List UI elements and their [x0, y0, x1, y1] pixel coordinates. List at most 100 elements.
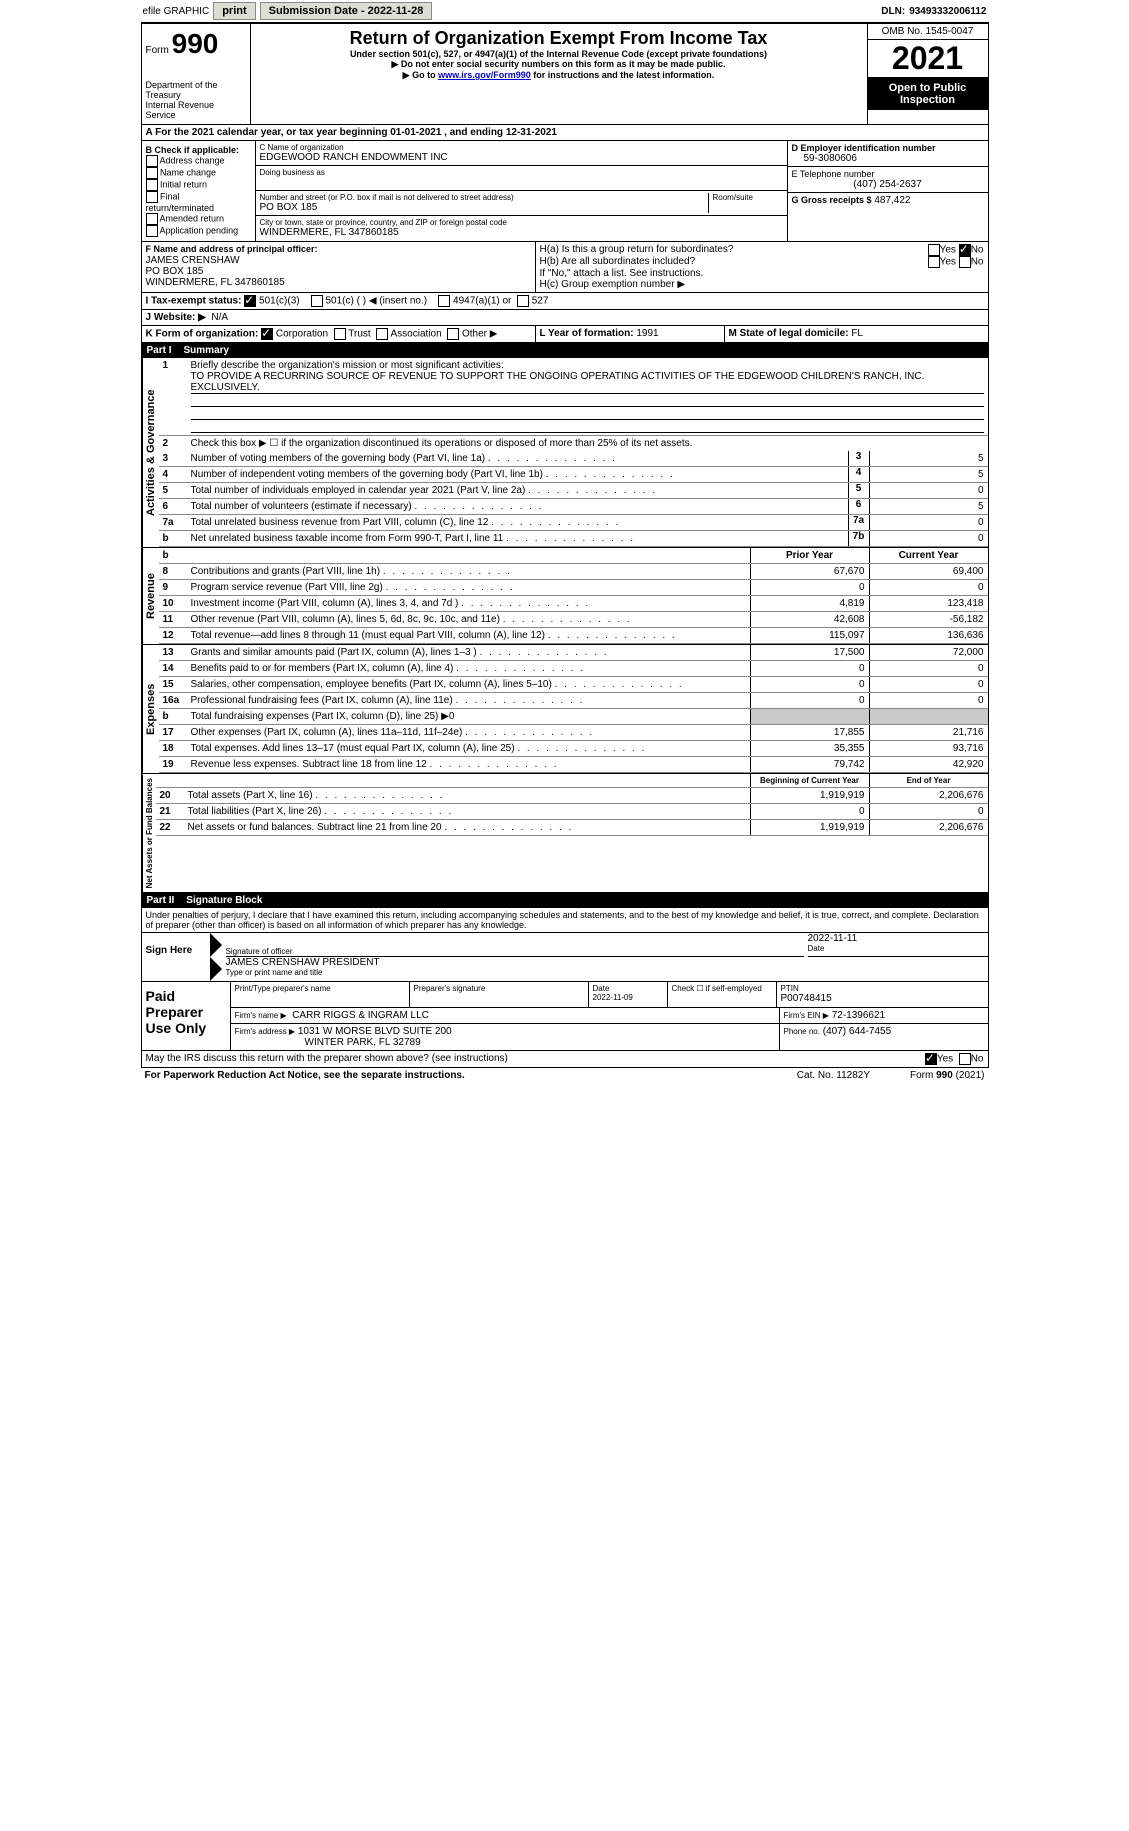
ha-yes[interactable]	[928, 244, 940, 256]
box-k-label: K Form of organization:	[146, 329, 259, 340]
chk-501c[interactable]	[311, 295, 323, 307]
ssn-note: ▶ Do not enter social security numbers o…	[255, 59, 863, 70]
summary-row: 13Grants and similar amounts paid (Part …	[159, 645, 988, 661]
hdr-begin: Beginning of Current Year	[750, 774, 869, 787]
hb-label: H(b) Are all subordinates included?	[540, 256, 696, 268]
chk-address[interactable]	[146, 155, 158, 167]
box-e-label: E Telephone number	[792, 169, 984, 179]
summary-row: 15Salaries, other compensation, employee…	[159, 677, 988, 693]
cat-no: Cat. No. 11282Y	[797, 1070, 870, 1081]
chk-final[interactable]	[146, 191, 158, 203]
form-header: Form 990 Department of the Treasury Inte…	[141, 23, 989, 125]
firm-ein-label: Firm's EIN ▶	[784, 1011, 829, 1020]
omb-number: OMB No. 1545-0047	[868, 24, 988, 40]
summary-row: 10Investment income (Part VIII, column (…	[159, 596, 988, 612]
summary-row: 21Total liabilities (Part X, line 26) 00	[156, 804, 988, 820]
goto-post: for instructions and the latest informat…	[531, 70, 715, 80]
chk-trust[interactable]	[334, 328, 346, 340]
prep-sig-label: Preparer's signature	[414, 984, 584, 993]
summary-row: 22Net assets or fund balances. Subtract …	[156, 820, 988, 836]
part1-title: Summary	[184, 345, 230, 356]
sig-date: 2022-11-11	[808, 933, 988, 944]
state-domicile: FL	[851, 328, 863, 339]
form-footer: Form 990 (2021)	[910, 1070, 985, 1081]
part1-num: Part I	[147, 345, 172, 356]
form-label: Form	[146, 45, 169, 56]
hc-label: H(c) Group exemption number ▶	[540, 279, 984, 290]
dept-treasury: Department of the Treasury	[146, 80, 246, 100]
room-label: Room/suite	[708, 193, 783, 213]
org-name: EDGEWOOD RANCH ENDOWMENT INC	[260, 152, 783, 163]
summary-row: 19Revenue less expenses. Subtract line 1…	[159, 757, 988, 773]
phone-label: Phone no.	[784, 1027, 820, 1036]
line-a: A For the 2021 calendar year, or tax yea…	[142, 125, 988, 140]
sign-here-label: Sign Here	[142, 933, 210, 981]
box-d-label: D Employer identification number	[792, 143, 984, 153]
chk-name[interactable]	[146, 167, 158, 179]
chk-amended[interactable]	[146, 213, 158, 225]
prep-name-label: Print/Type preparer's name	[235, 984, 405, 993]
discuss-yes[interactable]	[925, 1053, 937, 1065]
box-b-label: B Check if applicable:	[146, 145, 251, 155]
discuss-label: May the IRS discuss this return with the…	[146, 1053, 508, 1064]
part2-title: Signature Block	[186, 895, 262, 906]
ptin-value: P00748415	[781, 993, 984, 1004]
chk-corp[interactable]	[261, 328, 273, 340]
sign-arrow-icon-2	[210, 957, 222, 981]
side-netassets: Net Assets or Fund Balances	[142, 774, 156, 892]
summary-row: 3Number of voting members of the governi…	[159, 451, 988, 467]
hb-yes[interactable]	[928, 256, 940, 268]
summary-row: 4Number of independent voting members of…	[159, 467, 988, 483]
discuss-no[interactable]	[959, 1053, 971, 1065]
summary-row: 17Other expenses (Part IX, column (A), l…	[159, 725, 988, 741]
summary-row: 14Benefits paid to or for members (Part …	[159, 661, 988, 677]
box-m-label: M State of legal domicile:	[729, 328, 849, 339]
chk-initial[interactable]	[146, 179, 158, 191]
hb-note: If "No," attach a list. See instructions…	[540, 268, 984, 279]
sign-arrow-icon	[210, 933, 222, 957]
dln-label: DLN:	[881, 6, 905, 17]
city-label: City or town, state or province, country…	[260, 218, 783, 227]
hb-no[interactable]	[959, 256, 971, 268]
summary-row: 16aProfessional fundraising fees (Part I…	[159, 693, 988, 709]
mission-text: TO PROVIDE A RECURRING SOURCE OF REVENUE…	[191, 371, 984, 394]
summary-row: 6Total number of volunteers (estimate if…	[159, 499, 988, 515]
ptin-label: PTIN	[781, 984, 984, 993]
submission-button[interactable]: Submission Date - 2022-11-28	[260, 2, 433, 20]
phone-value: (407) 254-2637	[792, 179, 984, 190]
paid-preparer-label: Paid Preparer Use Only	[142, 982, 230, 1050]
summary-row: 9Program service revenue (Part VIII, lin…	[159, 580, 988, 596]
box-g-label: G Gross receipts $	[792, 195, 872, 205]
chk-527[interactable]	[517, 295, 529, 307]
prep-date-label: Date	[593, 984, 663, 993]
print-button[interactable]: print	[213, 2, 255, 20]
form-title: Return of Organization Exempt From Incom…	[255, 28, 863, 49]
chk-pending[interactable]	[146, 225, 158, 237]
box-j-label: J Website: ▶	[146, 312, 206, 323]
entity-block: B Check if applicable: Address change Na…	[141, 141, 989, 242]
box-l-label: L Year of formation:	[540, 328, 634, 339]
side-revenue: Revenue	[142, 548, 159, 644]
side-governance: Activities & Governance	[142, 358, 159, 547]
tax-year: 2021	[868, 40, 988, 78]
gross-receipts: 487,422	[874, 195, 910, 206]
year-formation: 1991	[636, 328, 658, 339]
chk-501c3[interactable]	[244, 295, 256, 307]
summary-row: bNet unrelated business taxable income f…	[159, 531, 988, 547]
top-toolbar: efile GRAPHIC print Submission Date - 20…	[141, 0, 989, 23]
ein-value: 59-3080606	[792, 153, 984, 164]
irs-link[interactable]: www.irs.gov/Form990	[438, 70, 531, 80]
org-address: PO BOX 185	[260, 202, 708, 213]
summary-row: bTotal fundraising expenses (Part IX, co…	[159, 709, 988, 725]
pra-notice: For Paperwork Reduction Act Notice, see …	[145, 1070, 465, 1081]
hdr-current: Current Year	[869, 548, 988, 563]
chk-assoc[interactable]	[376, 328, 388, 340]
chk-4947[interactable]	[438, 295, 450, 307]
efile-label: efile GRAPHIC	[143, 6, 210, 17]
chk-other[interactable]	[447, 328, 459, 340]
dln-value: 93493332006112	[909, 6, 986, 17]
ha-no[interactable]	[959, 244, 971, 256]
addr-label: Number and street (or P.O. box if mail i…	[260, 193, 708, 202]
summary-row: 8Contributions and grants (Part VIII, li…	[159, 564, 988, 580]
summary-row: 18Total expenses. Add lines 13–17 (must …	[159, 741, 988, 757]
